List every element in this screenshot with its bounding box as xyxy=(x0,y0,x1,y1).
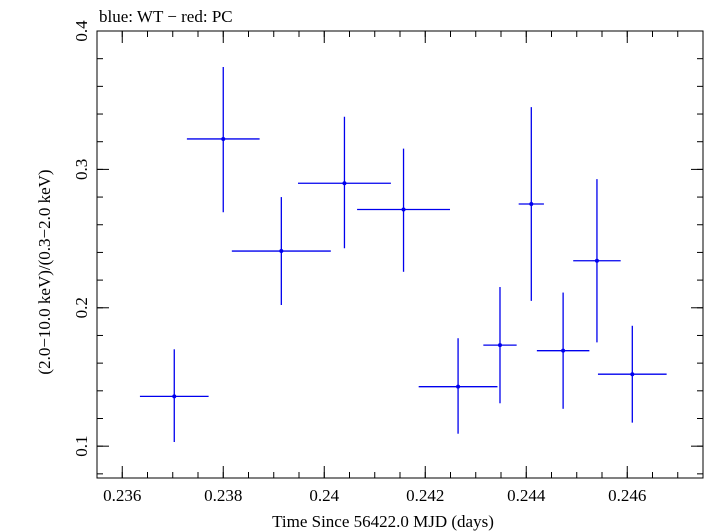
point-marker xyxy=(456,384,461,389)
data-point xyxy=(518,107,544,301)
data-series xyxy=(139,66,667,443)
y-tick-label: 0.1 xyxy=(72,436,91,457)
data-point xyxy=(231,197,331,306)
data-point xyxy=(573,179,621,343)
point-marker xyxy=(561,348,566,353)
point-marker xyxy=(401,207,406,212)
point-marker xyxy=(630,372,635,377)
chart-title: blue: WT − red: PC xyxy=(99,7,233,26)
point-marker xyxy=(497,343,502,348)
x-tick-label: 0.238 xyxy=(204,486,242,505)
y-tick-label: 0.2 xyxy=(72,297,91,318)
data-point xyxy=(357,148,450,272)
point-marker xyxy=(342,181,347,186)
y-axis-ticks: 0.1 0.2 0.3 0.4 xyxy=(72,20,703,475)
point-marker xyxy=(279,249,284,254)
x-tick-label: 0.236 xyxy=(103,486,141,505)
x-tick-label: 0.24 xyxy=(309,486,339,505)
x-axis-ticks: 0.236 0.238 0.24 0.242 0.244 0.246 xyxy=(96,31,704,505)
data-point xyxy=(186,66,260,213)
data-point xyxy=(139,349,209,443)
data-point xyxy=(297,116,391,249)
y-tick-label: 0.3 xyxy=(72,159,91,180)
point-marker xyxy=(221,136,226,141)
point-marker xyxy=(172,394,177,399)
point-marker xyxy=(529,201,534,206)
data-point xyxy=(597,325,667,423)
x-tick-label: 0.246 xyxy=(608,486,646,505)
y-axis-title: (2.0−10.0 keV)/(0.3−2.0 keV) xyxy=(35,169,54,374)
x-tick-label: 0.242 xyxy=(406,486,444,505)
x-tick-label: 0.244 xyxy=(507,486,546,505)
data-point xyxy=(418,338,498,434)
point-marker xyxy=(594,258,599,263)
y-tick-label: 0.4 xyxy=(72,20,91,42)
data-point xyxy=(536,292,590,409)
data-point xyxy=(483,287,517,404)
x-axis-title: Time Since 56422.0 MJD (days) xyxy=(272,512,494,531)
